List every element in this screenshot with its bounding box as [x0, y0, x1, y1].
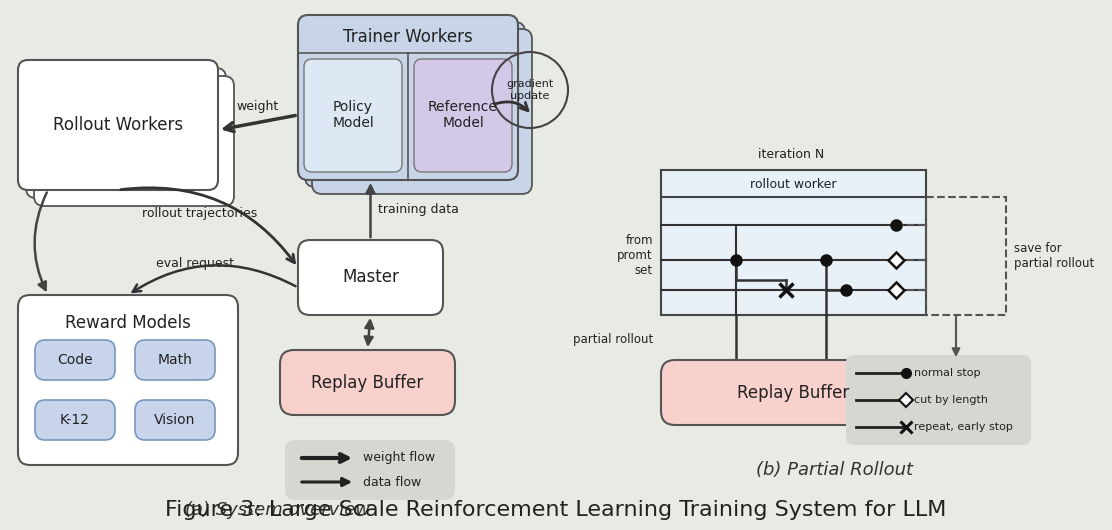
Text: Vision: Vision	[155, 413, 196, 427]
FancyBboxPatch shape	[135, 400, 215, 440]
FancyBboxPatch shape	[846, 355, 1031, 445]
FancyBboxPatch shape	[34, 76, 234, 206]
Text: Math: Math	[158, 353, 192, 367]
Text: Figure 3: Large Scale Reinforcement Learning Training System for LLM: Figure 3: Large Scale Reinforcement Lear…	[166, 500, 946, 520]
Text: Trainer Workers: Trainer Workers	[344, 28, 473, 46]
FancyBboxPatch shape	[280, 350, 455, 415]
Text: Policy
Model: Policy Model	[332, 100, 374, 130]
FancyBboxPatch shape	[285, 440, 455, 500]
Text: save for
partial rollout: save for partial rollout	[1014, 242, 1094, 270]
Text: from
promt
set: from promt set	[617, 234, 653, 277]
Text: cut by length: cut by length	[914, 395, 987, 405]
FancyBboxPatch shape	[304, 59, 403, 172]
Text: data flow: data flow	[363, 475, 421, 489]
Text: rollout trajectories: rollout trajectories	[142, 207, 258, 220]
Text: (a) System overview: (a) System overview	[186, 501, 370, 519]
Text: Code: Code	[57, 353, 92, 367]
FancyBboxPatch shape	[312, 29, 532, 194]
Text: weight: weight	[237, 100, 279, 113]
Text: training data: training data	[378, 204, 459, 216]
Text: K-12: K-12	[60, 413, 90, 427]
Text: Master: Master	[342, 269, 399, 287]
FancyBboxPatch shape	[135, 340, 215, 380]
FancyBboxPatch shape	[18, 295, 238, 465]
Text: Rollout Workers: Rollout Workers	[53, 116, 183, 134]
FancyBboxPatch shape	[34, 340, 115, 380]
FancyBboxPatch shape	[661, 170, 926, 315]
FancyBboxPatch shape	[305, 22, 525, 187]
Text: Reference
Model: Reference Model	[428, 100, 498, 130]
FancyBboxPatch shape	[26, 68, 226, 198]
FancyBboxPatch shape	[298, 240, 443, 315]
Text: partial rollout: partial rollout	[573, 333, 653, 347]
Text: normal stop: normal stop	[914, 368, 981, 378]
Text: Replay Buffer: Replay Buffer	[311, 374, 424, 392]
FancyBboxPatch shape	[34, 400, 115, 440]
Text: rollout worker: rollout worker	[751, 179, 836, 191]
FancyBboxPatch shape	[661, 360, 926, 425]
Text: iteration N: iteration N	[758, 148, 824, 162]
Text: Replay Buffer: Replay Buffer	[737, 384, 850, 402]
Text: repeat, early stop: repeat, early stop	[914, 422, 1013, 432]
Text: weight flow: weight flow	[363, 452, 435, 464]
FancyBboxPatch shape	[414, 59, 512, 172]
Text: eval request: eval request	[156, 257, 234, 270]
FancyBboxPatch shape	[18, 60, 218, 190]
Text: Reward Models: Reward Models	[66, 314, 191, 332]
Text: gradient
update: gradient update	[506, 79, 554, 101]
FancyBboxPatch shape	[298, 15, 518, 180]
Text: (b) Partial Rollout: (b) Partial Rollout	[755, 461, 913, 479]
